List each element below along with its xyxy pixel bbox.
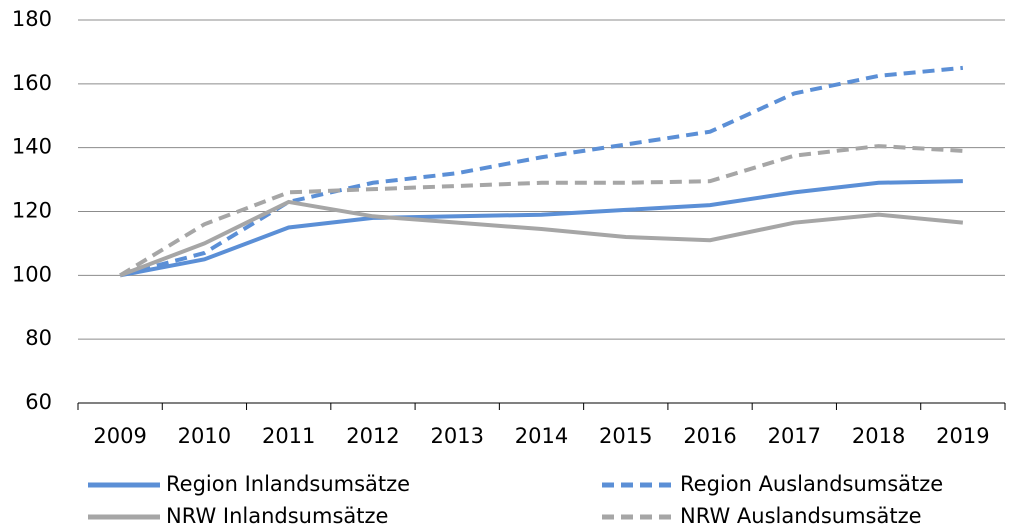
x-tick-label: 2010: [178, 424, 231, 448]
x-tick-label: 2012: [346, 424, 399, 448]
series-line: [119, 199, 964, 278]
y-tick-label: 180: [12, 7, 52, 31]
y-tick-label: 160: [12, 71, 52, 95]
x-tick-label: 2019: [936, 424, 989, 448]
y-tick-label: 140: [12, 135, 52, 159]
y-tick-label: 100: [12, 262, 52, 286]
legend-label: Region Inlandsumsätze: [166, 472, 410, 496]
series-line: [119, 179, 963, 278]
x-tick-label: 2018: [852, 424, 905, 448]
x-tick-label: 2014: [515, 424, 568, 448]
x-tick-label: 2011: [262, 424, 315, 448]
series-line: [119, 65, 964, 278]
legend-label: NRW Auslandsumsätze: [680, 504, 922, 528]
series-line: [119, 144, 963, 278]
y-tick-label: 80: [25, 326, 52, 350]
x-tick-label: 2009: [93, 424, 146, 448]
legend-label: Region Auslandsumsätze: [680, 472, 943, 496]
legend-label: NRW Inlandsumsätze: [166, 504, 388, 528]
x-tick-label: 2015: [599, 424, 652, 448]
x-tick-label: 2016: [683, 424, 736, 448]
y-tick-label: 60: [25, 390, 52, 414]
x-tick-label: 2017: [768, 424, 821, 448]
y-tick-label: 120: [12, 199, 52, 223]
x-tick-label: 2013: [431, 424, 484, 448]
